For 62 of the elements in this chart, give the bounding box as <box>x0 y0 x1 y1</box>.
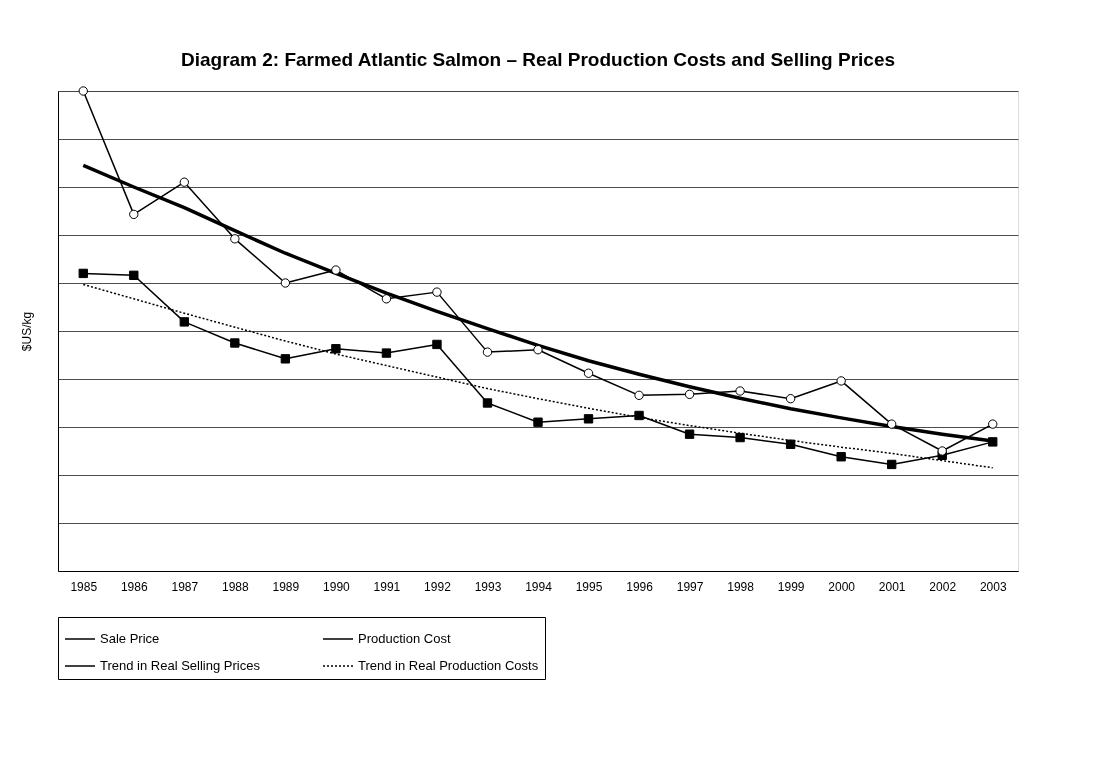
point <box>887 459 897 470</box>
point <box>230 234 240 244</box>
point <box>583 414 594 424</box>
point <box>988 419 998 429</box>
point <box>78 86 88 96</box>
point <box>331 344 341 354</box>
x-tick-label: 1993 <box>474 579 502 594</box>
x-tick-label: 2000 <box>828 579 856 594</box>
point <box>533 417 543 427</box>
x-tick-label: 1992 <box>424 579 452 594</box>
legend-label: Trend in Real Selling Prices <box>100 658 261 673</box>
legend-label: Production Cost <box>358 631 451 646</box>
point <box>785 439 796 449</box>
x-tick-label: 2001 <box>878 579 906 594</box>
x-tick-label: 1994 <box>525 579 553 594</box>
point <box>836 452 846 462</box>
x-tick-label: 1991 <box>373 579 401 594</box>
point <box>331 265 341 275</box>
x-tick-label: 1990 <box>323 579 351 594</box>
point <box>179 177 189 187</box>
point <box>988 437 998 447</box>
point <box>230 338 240 348</box>
x-tick-label: 1995 <box>575 579 603 594</box>
point <box>937 446 947 456</box>
point <box>78 268 88 279</box>
point <box>432 287 442 297</box>
point <box>129 270 139 280</box>
x-tick-label: 1988 <box>221 579 250 594</box>
point <box>836 376 846 386</box>
x-tick-label: 2002 <box>929 579 957 594</box>
x-tick-label: 1989 <box>272 579 300 594</box>
point <box>179 317 189 327</box>
point <box>634 410 644 421</box>
point <box>684 429 695 439</box>
x-tick-label: 1998 <box>727 579 755 594</box>
x-tick-label: 2003 <box>979 579 1007 594</box>
point <box>684 389 695 400</box>
point <box>482 398 493 408</box>
point <box>735 432 745 443</box>
point <box>381 348 392 358</box>
y-axis-title: $US/kg <box>19 311 34 352</box>
x-tick-label: 1985 <box>70 579 98 594</box>
point <box>432 339 442 350</box>
x-tick-label: 1986 <box>120 579 148 594</box>
point <box>129 209 139 220</box>
point <box>785 394 796 404</box>
legend-label: Sale Price <box>100 631 160 646</box>
point <box>735 386 745 396</box>
x-tick-label: 1997 <box>676 579 704 594</box>
point <box>280 354 291 364</box>
legend-label: Trend in Real Production Costs <box>358 658 539 673</box>
point <box>482 347 493 357</box>
point <box>887 419 897 429</box>
point <box>583 368 594 378</box>
x-tick-label: 1996 <box>626 579 654 594</box>
point <box>533 345 543 355</box>
chart-title: Diagram 2: Farmed Atlantic Salmon – Real Production Costs and Selling Prices <box>180 48 896 70</box>
point <box>381 294 392 304</box>
x-tick-label: 1987 <box>171 579 199 594</box>
point <box>280 278 291 288</box>
point <box>634 390 644 400</box>
x-tick-label: 1999 <box>777 579 805 594</box>
